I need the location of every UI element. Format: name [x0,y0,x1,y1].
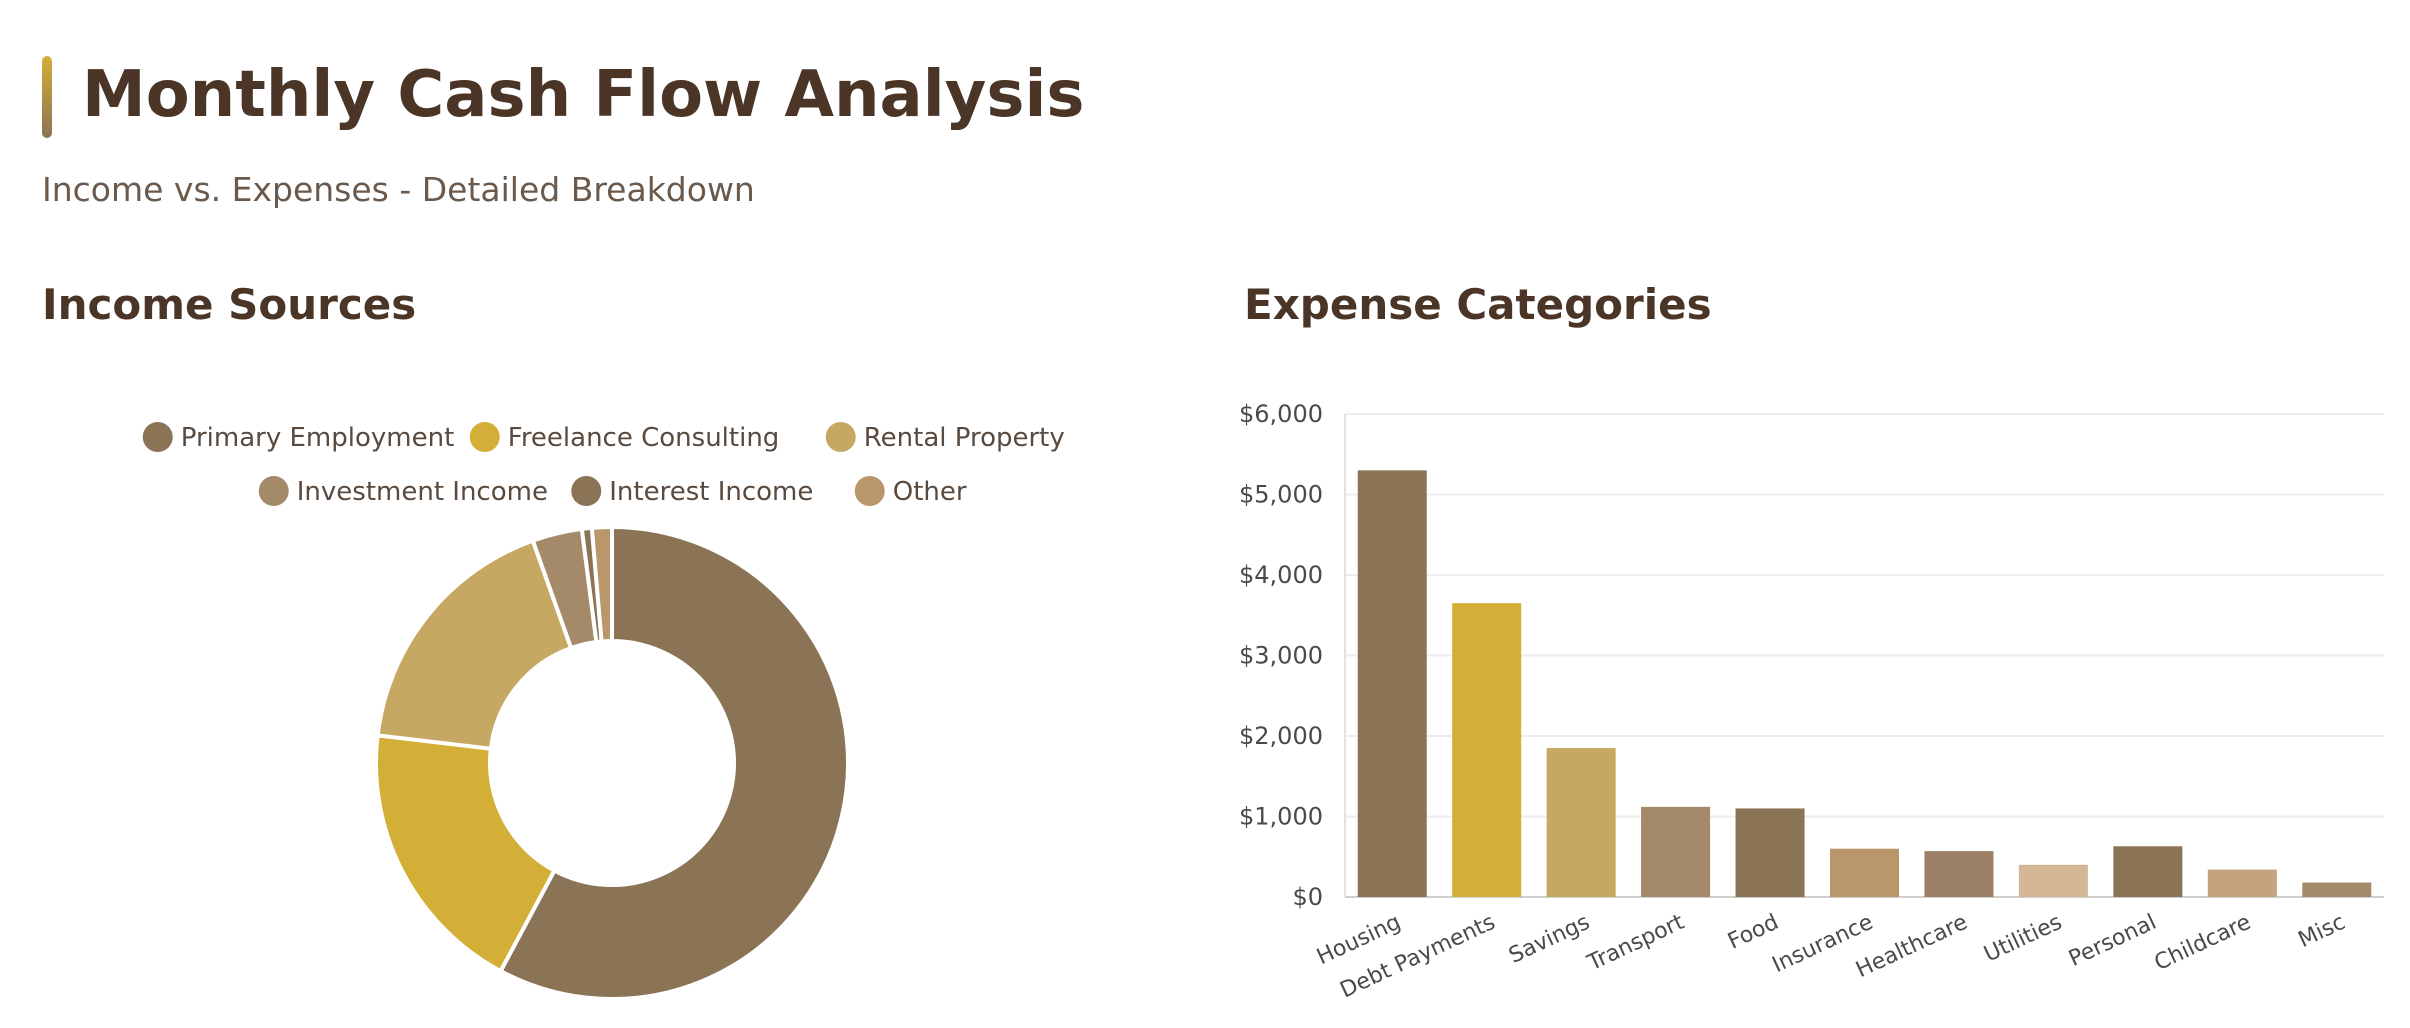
legend-swatch-freelance-consulting[interactable] [469,422,500,452]
y-tick-label: $6,000 [1239,400,1323,428]
expense-section-title: Expense Categories [1244,280,1712,329]
legend-label-investment-income[interactable]: Investment Income [297,477,548,507]
bar-insurance[interactable] [1830,848,1899,897]
slice-rental-property[interactable] [375,538,574,751]
expense-y-axis: $0 $1,000 $2,000 $3,000 $4,000 $5,000 $6,000 [1239,400,1323,911]
x-tick-label-food: Food [1724,910,1782,955]
bar-personal[interactable] [2113,846,2183,897]
slice-primary-employment[interactable] [497,524,850,1001]
title-accent-bar [42,56,52,138]
bar-healthcare[interactable] [1924,851,1994,897]
income-section-title: Income Sources [42,280,417,329]
income-doughnut-chart [374,524,850,1001]
bar-childcare[interactable] [2207,869,2277,897]
y-tick-label: $2,000 [1239,722,1323,750]
slice-other[interactable] [589,524,614,644]
legend-label-freelance-consulting[interactable]: Freelance Consulting [508,423,780,453]
expense-bar-chart [1357,470,2372,897]
y-tick-label: $5,000 [1239,481,1323,509]
y-tick-label: $0 [1292,883,1323,911]
bar-savings[interactable] [1546,748,1616,897]
bar-food[interactable] [1735,808,1805,897]
income-legend: Primary Employment Freelance Consulting Re… [142,422,1065,507]
x-tick-label-savings: Savings [1505,910,1593,969]
x-tick-label-transport: Transport [1583,910,1688,977]
legend-label-primary-employment[interactable]: Primary Employment [181,423,455,453]
legend-swatch-rental-property[interactable] [825,422,856,452]
x-tick-label-misc: Misc [2295,910,2350,953]
bar-transport[interactable] [1641,806,1711,897]
x-tick-label-personal: Personal [2065,910,2160,972]
bar-utilities[interactable] [2018,864,2088,897]
page-subtitle: Income vs. Expenses - Detailed Breakdown [42,170,755,209]
legend-swatch-interest-income[interactable] [571,476,602,506]
slice-freelance-consulting[interactable] [374,733,558,974]
y-tick-label: $1,000 [1239,803,1323,831]
page-title: Monthly Cash Flow Analysis [82,58,1085,132]
x-tick-label-childcare: Childcare [2151,910,2255,976]
x-tick-label-debt-payments: Debt Payments [1337,910,1500,1004]
y-tick-label: $3,000 [1239,642,1323,670]
x-tick-label-utilities: Utilities [1980,910,2066,968]
legend-swatch-other[interactable] [854,476,885,506]
bar-misc[interactable] [2302,882,2372,897]
legend-swatch-primary-employment[interactable] [142,422,173,452]
legend-swatch-investment-income[interactable] [258,476,289,506]
legend-label-interest-income[interactable]: Interest Income [609,477,813,507]
bar-housing[interactable] [1357,470,1427,897]
legend-label-other[interactable]: Other [893,477,967,507]
bar-debt-payments[interactable] [1452,603,1522,897]
y-tick-label: $4,000 [1239,561,1323,589]
legend-label-rental-property[interactable]: Rental Property [864,423,1065,453]
